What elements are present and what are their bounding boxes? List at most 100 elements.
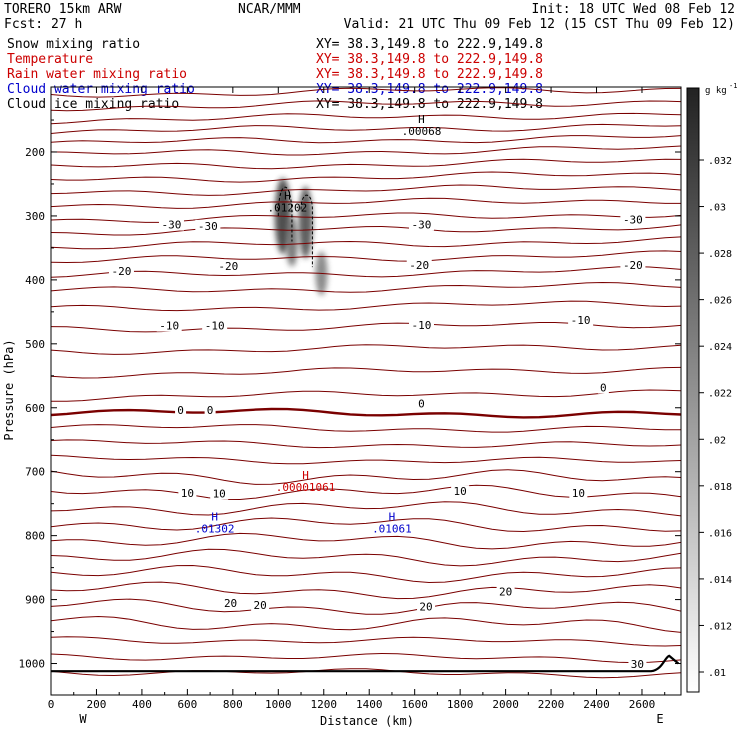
- isotherm: [51, 184, 681, 196]
- temperature-label-bg: [156, 319, 182, 332]
- colorbar-tick-label: .012: [708, 621, 732, 632]
- plot-area: -30 -30 -30 -30 -20 -20 -20 -20 -10 -10 -10 -10 0 0 0 0…: [51, 87, 681, 679]
- temperature-label: -30: [162, 219, 182, 232]
- isotherm: [51, 197, 681, 209]
- temperature-label-bg: [175, 403, 187, 416]
- y-axis-title: Pressure (hPa): [2, 339, 16, 440]
- isotherm: [51, 300, 681, 312]
- temperature-label-bg: [221, 597, 240, 610]
- temperature-label: 20: [419, 600, 432, 613]
- isotherm: [51, 454, 681, 465]
- isotherm: [51, 439, 681, 449]
- colorbar-tick-label: .014: [708, 575, 732, 586]
- temperature-label: 20: [499, 586, 512, 599]
- temperature-label-bg: [408, 318, 434, 331]
- temperature-label-bg: [417, 600, 436, 613]
- x-tick-label: 1800: [447, 698, 474, 711]
- colorbar-tick-label: .03: [708, 203, 726, 214]
- temperature-label-bg: [568, 313, 594, 326]
- temperature-label-bg: [158, 218, 184, 231]
- x-tick-label: 2000: [492, 698, 519, 711]
- isotherm: [51, 366, 681, 379]
- isotherm: [51, 424, 681, 433]
- extremum-value: .01061: [372, 523, 412, 536]
- isotherm: [51, 266, 681, 278]
- field-label-rain: Rain water mixing ratio: [7, 67, 187, 82]
- field-xy-rain: XY= 38.3,149.8 to 222.9,149.8: [316, 67, 543, 82]
- temperature-label-bg: [108, 265, 134, 278]
- colorbar-tick-label: .024: [708, 342, 732, 353]
- isotherm: [51, 212, 681, 223]
- temperature-label: -30: [198, 220, 218, 233]
- field-label-snow: Snow mixing ratio: [7, 37, 140, 52]
- temperature-label-bg: [202, 319, 228, 332]
- extremum-marker: H: [389, 511, 396, 524]
- isotherm: [51, 281, 681, 293]
- temperature-label: 10: [181, 487, 194, 500]
- temperature-label-bg: [620, 258, 646, 271]
- x-tick-label: 400: [132, 698, 152, 711]
- temperature-label: -30: [412, 219, 432, 232]
- y-tick-label: 400: [25, 274, 45, 287]
- temperature-label: -30: [623, 213, 643, 226]
- temperature-label: 0: [177, 404, 184, 417]
- header-init: Init: 18 UTC Wed 08 Feb 12: [532, 2, 736, 17]
- isotherm-zero: [51, 407, 681, 419]
- terrain-surface: [51, 654, 680, 673]
- isotherm: [51, 615, 681, 633]
- temperature-label: -20: [218, 260, 238, 273]
- field-legend: Snow mixing ratio XY= 38.3,149.8 to 222.…: [7, 37, 543, 112]
- temperature-labels: -30 -30 -30 -30 -20 -20 -20 -20 -10 -10 -10 -10 0 0 0 0…: [108, 213, 647, 671]
- isotherm: [51, 344, 681, 355]
- colorbar: g kg -1 .032 .03 .028 .026 .024 .022 .02 .018 .0…: [686, 82, 737, 693]
- y-tick-label: 200: [25, 146, 45, 159]
- y-tick-label: 800: [25, 530, 45, 543]
- temperature-label: 20: [253, 599, 266, 612]
- y-tick-label: 1000: [19, 658, 46, 671]
- temperature-label-bg: [210, 487, 229, 500]
- colorbar-tick-label: .01: [708, 668, 726, 679]
- header-valid: Valid: 21 UTC Thu 09 Feb 12 (15 CST Thu …: [344, 17, 735, 32]
- isotherm: [51, 171, 681, 183]
- terrain-line: [51, 654, 680, 673]
- isotherm: [51, 668, 681, 679]
- header-model: TORERO 15km ARW: [4, 2, 122, 17]
- temperature-label-bg: [215, 260, 241, 273]
- temperature-label: 10: [454, 485, 467, 498]
- isotherm: [51, 250, 681, 264]
- temperature-label-bg: [597, 381, 609, 394]
- field-label-cloud-ice: Cloud ice mixing ratio: [7, 97, 179, 112]
- colorbar-ramp: [686, 87, 700, 693]
- isotherm: [51, 224, 681, 236]
- colorbar-unit: g kg: [705, 86, 727, 96]
- field-label-cloud-water: Cloud water mixing ratio: [7, 82, 195, 97]
- colorbar-unit-exponent: -1: [729, 82, 737, 90]
- isotherm: [51, 652, 681, 664]
- extremum-marker: H: [418, 113, 425, 126]
- temperature-label: -10: [571, 314, 591, 327]
- extremum-marker: H: [211, 511, 218, 524]
- temperature-label: -10: [205, 320, 225, 333]
- isotherm: [51, 87, 681, 98]
- isotherm: [51, 581, 681, 600]
- field-xy-cloud-water: XY= 38.3,149.8 to 222.9,149.8: [316, 82, 543, 97]
- temperature-label-bg: [628, 657, 647, 670]
- colorbar-tick-label: .018: [708, 482, 732, 493]
- x-axis: 0 200 400 600 800 1000 1200 1400 1600 1800 2000 220…: [48, 87, 666, 711]
- x-tick-label: 2600: [629, 698, 656, 711]
- temperature-label: 0: [207, 404, 214, 417]
- field-label-temperature: Temperature: [7, 52, 93, 67]
- extremum-marker: H: [302, 469, 309, 482]
- y-tick-label: 300: [25, 210, 45, 223]
- temperature-label-bg: [178, 487, 197, 500]
- colorbar-tick-label: .026: [708, 296, 732, 307]
- plot-frame: [50, 86, 682, 696]
- isotherm: [51, 145, 681, 156]
- extremum-marker: H: [284, 190, 291, 203]
- colorbar-tick-label: .032: [708, 156, 732, 167]
- snow-shading: [274, 177, 328, 296]
- temperature-label: -20: [112, 265, 132, 278]
- colorbar-tick-label: .022: [708, 389, 732, 400]
- x-axis-west: W: [79, 712, 87, 726]
- header-forecast: Fcst: 27 h: [4, 17, 82, 32]
